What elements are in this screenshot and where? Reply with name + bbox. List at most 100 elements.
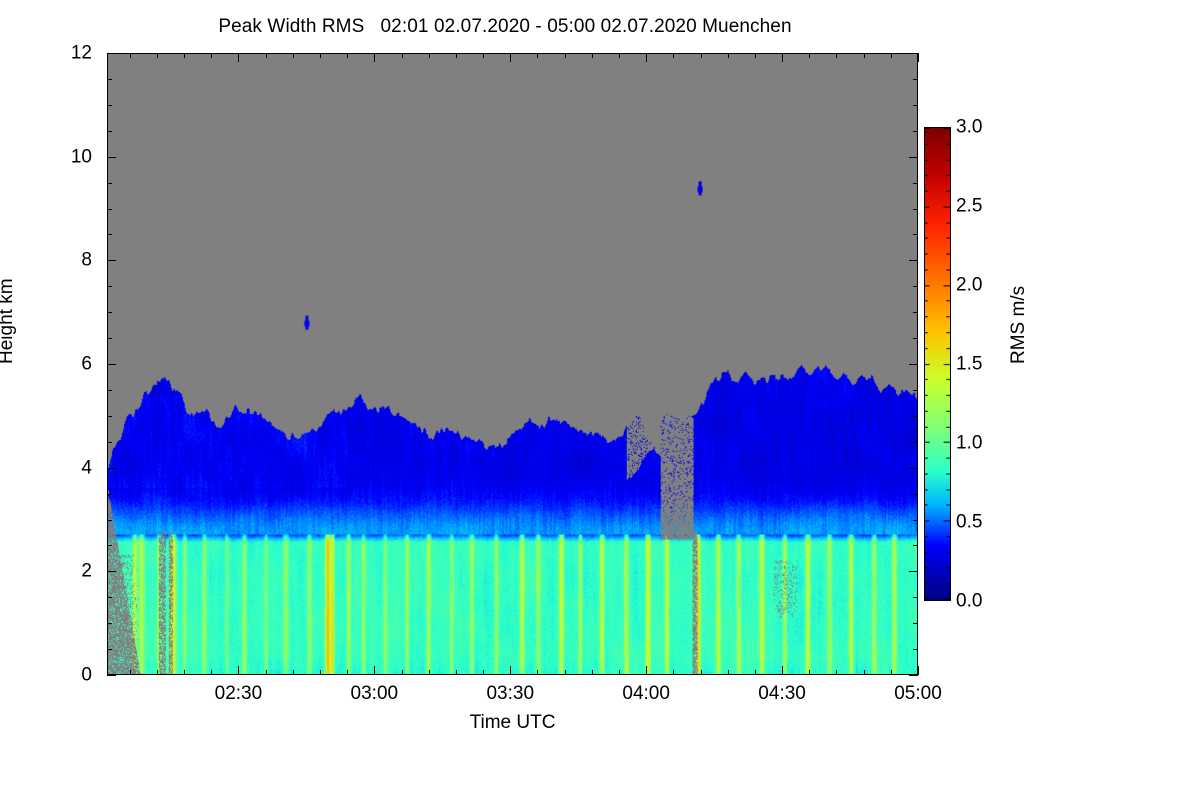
tick-mark bbox=[107, 493, 112, 495]
tick-mark bbox=[913, 182, 918, 184]
tick-mark bbox=[809, 53, 811, 58]
tick-mark bbox=[909, 571, 918, 573]
tick-mark bbox=[184, 670, 186, 675]
tick-mark bbox=[129, 670, 131, 675]
y-tick-label: 0 bbox=[81, 664, 92, 686]
tick-mark bbox=[909, 260, 918, 262]
tick-mark bbox=[483, 670, 485, 675]
chart-title: Peak Width RMS 02:01 02.07.2020 - 05:00 … bbox=[218, 16, 792, 37]
tick-mark bbox=[483, 53, 485, 58]
tick-mark bbox=[863, 670, 865, 675]
tick-mark bbox=[428, 53, 430, 58]
tick-mark bbox=[918, 666, 919, 675]
tick-mark bbox=[107, 208, 112, 210]
tick-mark bbox=[107, 364, 116, 365]
tick-mark bbox=[510, 666, 512, 675]
tick-mark bbox=[107, 53, 116, 54]
tick-mark bbox=[107, 675, 116, 676]
tick-mark bbox=[909, 53, 918, 54]
tick-mark bbox=[913, 338, 918, 340]
tick-mark bbox=[156, 670, 158, 675]
plot-area bbox=[107, 53, 918, 675]
tick-mark bbox=[428, 670, 430, 675]
tick-mark bbox=[319, 670, 321, 675]
tick-mark bbox=[292, 670, 294, 675]
tick-mark bbox=[782, 666, 784, 675]
x-tick-label: 05:00 bbox=[894, 683, 942, 704]
colorbar bbox=[924, 127, 951, 601]
x-tick-label: 02:30 bbox=[214, 683, 263, 704]
tick-mark bbox=[107, 571, 116, 573]
tick-mark bbox=[913, 441, 918, 443]
tick-mark bbox=[374, 666, 376, 675]
y-tick-label: 10 bbox=[70, 146, 92, 168]
tick-mark bbox=[836, 53, 838, 58]
tick-mark bbox=[184, 53, 186, 58]
y-tick-label: 12 bbox=[70, 42, 92, 64]
tick-mark bbox=[909, 156, 918, 158]
tick-mark bbox=[107, 312, 112, 314]
tick-mark bbox=[319, 53, 321, 58]
tick-mark bbox=[890, 53, 892, 58]
tick-mark bbox=[700, 670, 702, 675]
tick-mark bbox=[913, 130, 918, 132]
tick-mark bbox=[913, 545, 918, 547]
tick-mark bbox=[700, 53, 702, 58]
colorbar-label: RMS m/s bbox=[1008, 285, 1029, 364]
x-tick-label: 04:00 bbox=[622, 683, 670, 704]
tick-mark bbox=[782, 53, 784, 62]
tick-mark bbox=[913, 519, 918, 521]
tick-mark bbox=[107, 415, 112, 417]
colorbar-tick-label: 2.0 bbox=[956, 274, 983, 296]
tick-mark bbox=[913, 104, 918, 106]
colorbar-tick-label: 3.0 bbox=[956, 116, 983, 138]
tick-mark bbox=[913, 234, 918, 236]
tick-mark bbox=[537, 670, 539, 675]
tick-mark bbox=[107, 104, 112, 106]
tick-mark bbox=[754, 670, 756, 675]
y-tick-label: 6 bbox=[81, 353, 92, 375]
tick-mark bbox=[591, 53, 593, 58]
tick-mark bbox=[913, 649, 918, 651]
tick-mark bbox=[809, 670, 811, 675]
tick-mark bbox=[863, 53, 865, 58]
tick-mark bbox=[374, 53, 376, 62]
tick-mark bbox=[107, 623, 112, 625]
tick-mark bbox=[347, 670, 349, 675]
tick-mark bbox=[890, 670, 892, 675]
tick-mark bbox=[909, 467, 918, 469]
tick-mark bbox=[129, 53, 131, 58]
x-tick-label: 03:00 bbox=[350, 683, 399, 704]
tick-mark bbox=[618, 53, 620, 58]
tick-mark bbox=[107, 519, 112, 521]
tick-mark bbox=[107, 441, 112, 443]
tick-mark bbox=[107, 182, 112, 184]
tick-mark bbox=[347, 53, 349, 58]
tick-mark bbox=[107, 260, 116, 262]
tick-mark bbox=[107, 78, 112, 80]
y-axis-label: Height km bbox=[0, 278, 17, 364]
tick-mark bbox=[564, 670, 566, 675]
x-axis-label: Time UTC bbox=[469, 712, 556, 733]
tick-mark bbox=[754, 53, 756, 58]
tick-mark bbox=[913, 493, 918, 495]
tick-mark bbox=[913, 389, 918, 391]
tick-mark bbox=[646, 666, 648, 675]
tick-mark bbox=[265, 670, 267, 675]
tick-mark bbox=[673, 670, 675, 675]
tick-mark bbox=[913, 286, 918, 288]
colorbar-tick-label: 1.5 bbox=[956, 353, 983, 375]
tick-mark bbox=[727, 53, 729, 58]
tick-mark bbox=[909, 675, 918, 676]
tick-mark bbox=[564, 53, 566, 58]
tick-mark bbox=[107, 130, 112, 132]
y-tick-label: 2 bbox=[81, 560, 92, 582]
tick-mark bbox=[107, 467, 116, 469]
tick-mark bbox=[107, 389, 112, 391]
tick-mark bbox=[537, 53, 539, 58]
x-tick-label: 04:30 bbox=[758, 683, 806, 704]
colorbar-tick-label: 0.5 bbox=[956, 511, 983, 533]
colorbar-tick-label: 1.0 bbox=[956, 432, 983, 454]
y-tick-label: 4 bbox=[81, 457, 92, 479]
tick-mark bbox=[401, 53, 403, 58]
